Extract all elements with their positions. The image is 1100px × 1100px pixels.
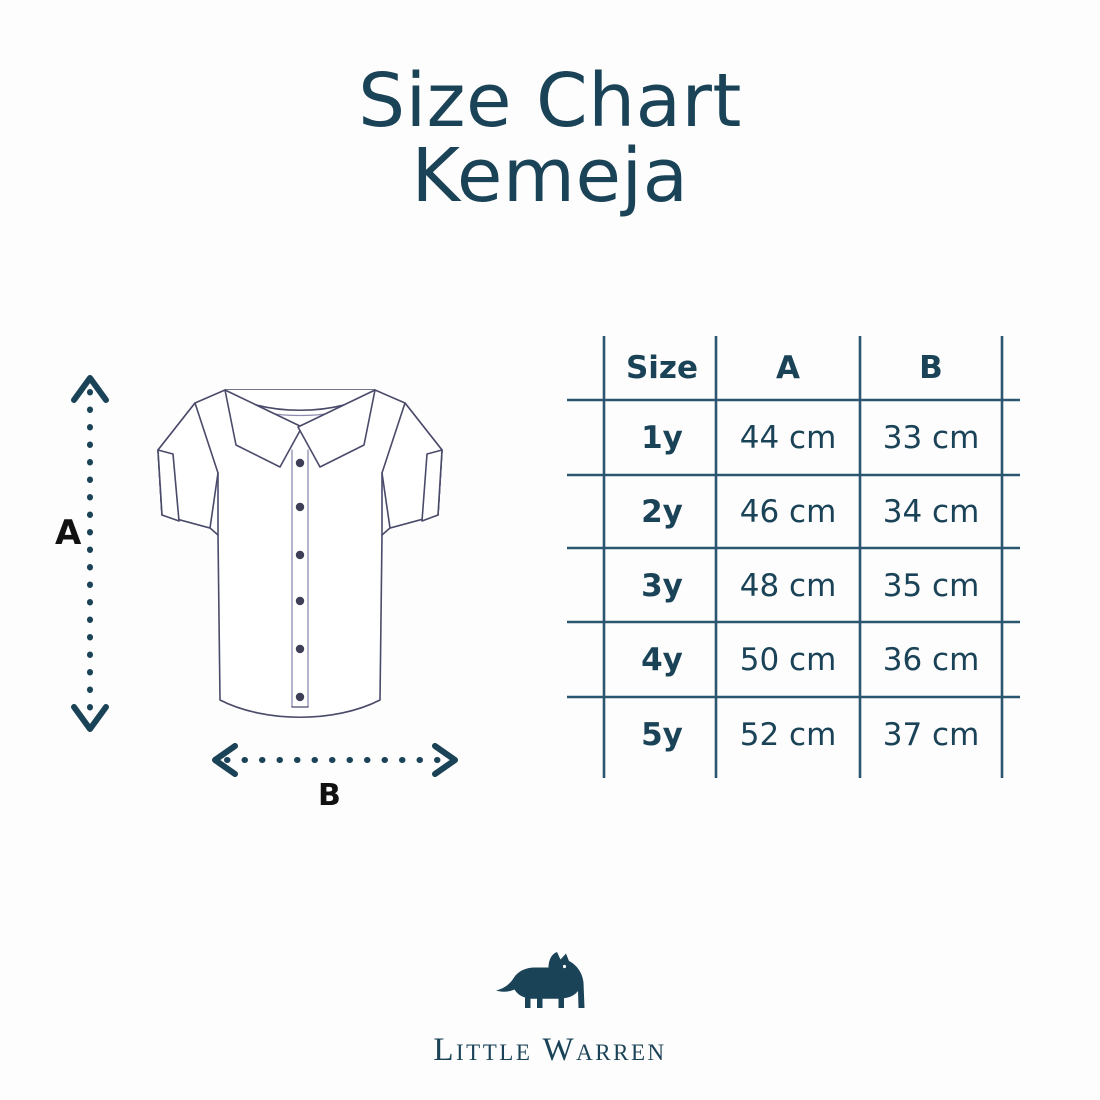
- measure-b-arrow: [212, 743, 458, 777]
- table-cell-b: 37 cm: [882, 717, 980, 753]
- size-table-grid: [567, 336, 1020, 778]
- shirt-button: [295, 458, 305, 468]
- table-row: 4y: [641, 642, 683, 678]
- measure-a-arrowhead-top: [71, 375, 109, 403]
- shirt-buttons: [295, 458, 305, 702]
- table-cell-a: 46 cm: [739, 494, 837, 530]
- brand-logo: Little Warren: [0, 946, 1100, 1069]
- shirt-button: [295, 550, 305, 560]
- table-cell-b: 36 cm: [882, 642, 980, 678]
- table-cell-a: 44 cm: [739, 420, 837, 456]
- measure-a-label: A: [55, 513, 82, 553]
- shirt-button: [295, 644, 305, 654]
- title-line-2: Kemeja: [411, 133, 689, 220]
- table-cell-a: 50 cm: [739, 642, 837, 678]
- shirt-cuff-left: [157, 449, 180, 522]
- table-row: 5y: [641, 717, 683, 753]
- measure-a-arrow: [71, 375, 109, 732]
- table-cell-b: 33 cm: [882, 420, 980, 456]
- measure-a-arrowhead-bottom: [71, 704, 109, 732]
- measure-b-arrowhead-left: [212, 743, 238, 777]
- table-cell-a: 52 cm: [739, 717, 837, 753]
- fox-eye: [562, 964, 567, 969]
- table-row: 3y: [641, 568, 683, 604]
- brand-wordmark: Little Warren: [433, 1032, 667, 1068]
- table-row: 2y: [641, 494, 683, 530]
- shirt-button: [295, 596, 305, 606]
- page-title: Size Chart Kemeja: [0, 58, 1100, 220]
- table-cell-a: 48 cm: [739, 568, 837, 604]
- table-header-size: Size: [625, 350, 699, 386]
- shirt-button: [295, 502, 305, 512]
- shirt-collar-left: [224, 389, 303, 468]
- fox-icon: [496, 952, 585, 1008]
- measure-b-arrowhead-right: [432, 743, 458, 777]
- table-header-a: A: [776, 350, 800, 386]
- size-table: Size A B 1y 44 cm 33 cm 2y 46 cm 34 cm 3…: [560, 330, 1020, 790]
- measure-b-label: B: [318, 778, 341, 813]
- shirt-cuff-right: [421, 449, 443, 522]
- table-header-b: B: [919, 350, 943, 386]
- shirt-button: [295, 692, 305, 702]
- title-line-1: Size Chart: [358, 58, 742, 144]
- shirt-illustration: [157, 389, 443, 719]
- table-cell-b: 35 cm: [882, 568, 980, 604]
- table-cell-b: 34 cm: [882, 494, 980, 530]
- shirt-collar-right: [297, 389, 376, 468]
- table-row: 1y: [641, 420, 683, 456]
